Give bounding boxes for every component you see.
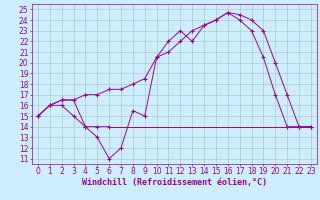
X-axis label: Windchill (Refroidissement éolien,°C): Windchill (Refroidissement éolien,°C) xyxy=(82,178,267,187)
